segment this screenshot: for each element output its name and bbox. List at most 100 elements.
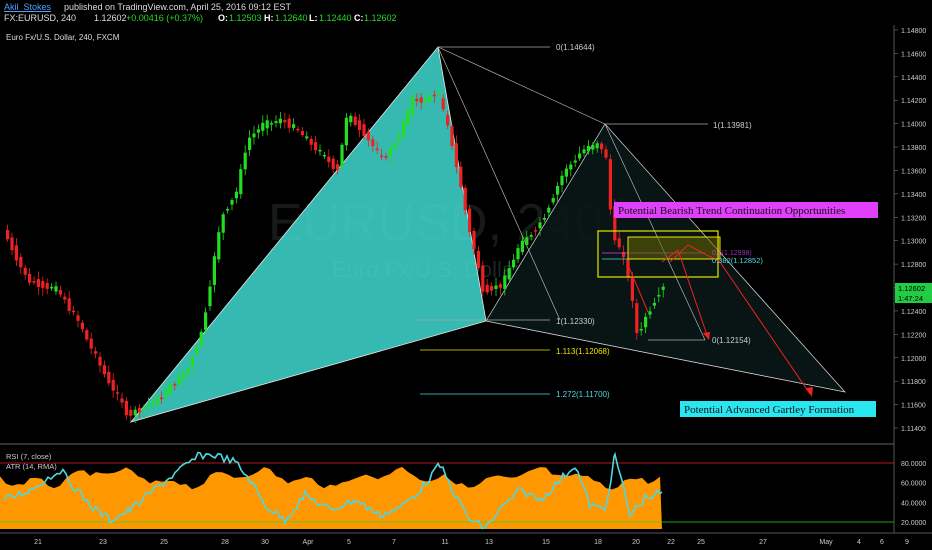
candle [657, 287, 661, 303]
rsi-axis: 80.0000 60.0000 40.0000 20.0000 [901, 461, 926, 527]
resistance-zone-outer[interactable] [597, 230, 719, 278]
b-d-line [485, 320, 846, 393]
candle [472, 227, 476, 255]
author-link[interactable]: Akil_Stokes [4, 2, 52, 12]
candle [661, 283, 665, 298]
candle [265, 114, 269, 136]
bearish-annotation-box[interactable] [614, 202, 878, 218]
arrow-head-icon [703, 332, 710, 340]
arrow-head-icon [806, 387, 813, 397]
time-tick-label: 20 [632, 539, 640, 546]
candle [582, 144, 586, 157]
time-tick-label: 22 [667, 539, 675, 546]
candle [292, 118, 296, 132]
rsi-label: RSI (7, close) [6, 452, 52, 461]
candle [300, 127, 304, 138]
price-tick-label: 1.13800 [901, 145, 926, 152]
candle [564, 164, 568, 184]
candle [648, 306, 652, 319]
candle [490, 282, 494, 296]
candle [437, 86, 441, 100]
candle [560, 170, 564, 193]
candle [186, 365, 190, 378]
fib-label-05: 0.5(1.12998) [712, 250, 752, 257]
candle [512, 254, 516, 270]
candle [63, 292, 67, 304]
candle [94, 347, 98, 359]
price-tick-label: 1.12800 [901, 262, 926, 269]
time-axis[interactable]: 21 23 25 28 30 Apr 5 7 11 13 15 18 20 22 25 27 May 4 6 9 [34, 539, 909, 546]
candle [362, 118, 366, 140]
candle [142, 404, 146, 417]
rsi-pane[interactable]: RSI (7, close) ATR (14, RMA) [0, 451, 894, 530]
candle [349, 113, 353, 127]
high-value: 1.12640 [275, 13, 308, 23]
resistance-zone-inner[interactable] [627, 236, 721, 260]
candle [432, 90, 436, 103]
price-tick-label: 1.14200 [901, 98, 926, 105]
candle [124, 396, 128, 420]
last-price: 1.12602 [94, 13, 127, 23]
candle [525, 230, 529, 248]
candle [630, 271, 634, 309]
candle [208, 280, 212, 311]
candle [155, 393, 159, 408]
candle [160, 391, 164, 405]
price-axis[interactable]: 1.14800 1.14600 1.14400 1.14200 1.14000 1.138… [894, 28, 926, 433]
time-tick-label: 5 [347, 539, 351, 546]
time-tick-label: 25 [697, 539, 705, 546]
candlestick-series [6, 86, 665, 424]
price-tick-label: 1.11600 [901, 403, 926, 410]
price-tick-label: 1.14000 [901, 122, 926, 129]
candle [498, 282, 502, 295]
candle [617, 231, 621, 250]
candle [80, 319, 84, 333]
time-tick-label: 9 [905, 539, 909, 546]
low-value: 1.12440 [319, 13, 352, 23]
candle [23, 265, 27, 280]
candle [120, 392, 124, 408]
time-tick-label: 18 [594, 539, 602, 546]
time-tick-label: Apr [303, 539, 315, 546]
candle [547, 204, 551, 217]
candle [384, 152, 388, 161]
candle [494, 277, 498, 297]
candle [133, 406, 137, 424]
candle [529, 232, 533, 241]
candle [72, 305, 76, 316]
price-tick-label: 1.11400 [901, 426, 926, 433]
candle [10, 232, 14, 256]
candle [397, 129, 401, 147]
candle [542, 213, 546, 223]
c-d-line [604, 123, 706, 341]
price-tick-label: 1.13400 [901, 192, 926, 199]
candle [622, 245, 626, 265]
candle [591, 142, 595, 155]
gartley-annotation-box[interactable] [680, 401, 876, 417]
candle [28, 267, 32, 286]
candle [415, 93, 419, 107]
price-tick-label: 1.11800 [901, 379, 926, 386]
price-tick-label: 1.13600 [901, 168, 926, 175]
gartley-annotation: Potential Advanced Gartley Formation [684, 404, 855, 416]
time-tick-label: 13 [485, 539, 493, 546]
candle [551, 193, 555, 206]
candle [586, 139, 590, 155]
candle [573, 154, 577, 168]
candle [111, 373, 115, 398]
price-tick-label: 1.14600 [901, 51, 926, 58]
fib-label-0382: 0.382(1.12852) [712, 256, 763, 265]
rsi-tick-label: 40.0000 [901, 500, 926, 507]
candle [476, 245, 480, 271]
candle [173, 381, 177, 391]
candle [507, 260, 511, 282]
candle [32, 276, 36, 285]
candle [195, 343, 199, 356]
xab-triangle[interactable] [131, 47, 486, 422]
candle [256, 124, 260, 139]
price-tick-label: 1.12000 [901, 356, 926, 363]
candle [54, 281, 58, 295]
time-tick-label: 28 [221, 539, 229, 546]
candle [243, 145, 247, 176]
